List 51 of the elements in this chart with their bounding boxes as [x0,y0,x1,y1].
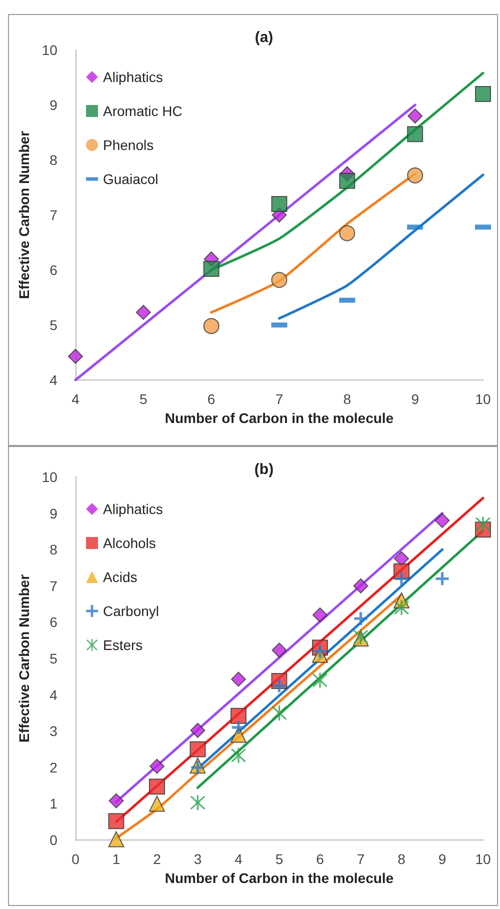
x-tick-label: 10 [475,851,491,867]
x-tick-label: 8 [398,851,406,867]
legend-label: Aliphatics [103,69,163,85]
y-tick-label: 7 [50,578,58,594]
x-tick-label: 7 [356,851,365,867]
y-tick-label: 10 [42,42,58,58]
x-tick-label: 6 [207,391,216,407]
y-axis-title: Effective Carbon Number [16,130,32,300]
x-tick-label: 10 [475,391,491,407]
x-axis-title: Number of Carbon in the molecule [164,870,394,886]
y-tick-label: 8 [50,542,58,558]
y-tick-label: 9 [50,505,58,522]
legend-label: Aromatic HC [103,103,182,119]
x-tick-label: 5 [139,391,148,407]
y-tick-label: 0 [50,832,58,848]
y-tick-label: 2 [50,759,58,776]
legend-label: Esters [103,637,143,653]
y-tick-label: 3 [50,723,58,740]
y-tick-label: 6 [50,614,58,630]
legend-label: Phenols [103,137,154,153]
legend-label: Aliphatics [103,501,163,517]
y-tick-label: 4 [50,372,58,388]
y-tick-label: 9 [50,97,58,113]
y-tick-label: 10 [42,469,58,485]
y-tick-label: 8 [50,152,58,168]
x-tick-label: 0 [72,851,80,867]
legend-label: Guaiacol [103,171,158,187]
chart-title: (b) [254,461,274,478]
x-tick-label: 1 [112,851,120,867]
legend-label: Alcohols [103,535,156,551]
x-tick-label: 2 [153,851,162,867]
x-tick-label: 3 [194,851,202,867]
x-tick-label: 4 [234,851,243,867]
y-tick-label: 7 [50,207,58,223]
x-axis-title: Number of Carbon in the molecule [164,410,394,426]
legend-label: Carbonyl [103,603,160,619]
x-tick-label: 6 [316,851,324,867]
x-tick-label: 9 [411,391,420,407]
y-tick-label: 5 [50,650,58,666]
y-tick-label: 1 [50,796,58,812]
x-tick-label: 4 [72,391,80,407]
x-tick-label: 7 [275,391,284,407]
y-axis-title: Effective Carbon Number [16,574,32,743]
x-tick-label: 9 [438,851,446,867]
y-tick-label: 4 [50,686,58,703]
x-tick-label: 8 [343,391,352,407]
x-tick-label: 5 [275,851,284,867]
legend-label: Acids [103,569,138,585]
y-tick-label: 6 [50,262,58,278]
chart-title: (a) [254,29,274,46]
y-tick-label: 5 [50,317,58,333]
